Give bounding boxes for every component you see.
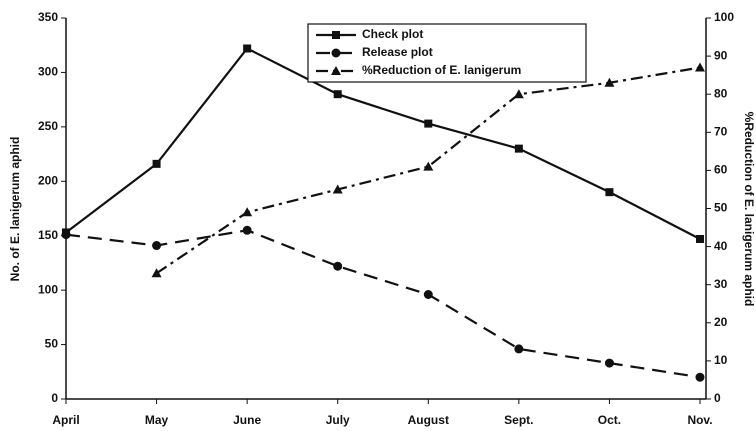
marker xyxy=(605,188,614,197)
x-tick-label: May xyxy=(145,413,169,427)
y-tick-label: 350 xyxy=(38,10,58,24)
y-tick-label: 0 xyxy=(51,391,58,405)
marker xyxy=(604,358,614,368)
marker xyxy=(331,66,341,75)
x-tick-label: Sept. xyxy=(504,413,533,427)
y2-tick-label: 50 xyxy=(714,201,728,215)
marker xyxy=(152,241,162,251)
marker xyxy=(61,230,71,240)
y2-tick-label: 100 xyxy=(714,10,734,24)
y2-axis-label: %Reduction of E. lanigerum aphid xyxy=(742,112,756,307)
marker xyxy=(514,144,523,153)
y-tick-label: 200 xyxy=(38,173,58,187)
marker xyxy=(331,48,341,58)
y2-tick-label: 80 xyxy=(714,86,728,100)
y2-tick-label: 0 xyxy=(714,391,721,405)
y2-tick-label: 90 xyxy=(714,48,728,62)
y2-tick-label: 60 xyxy=(714,163,728,177)
marker xyxy=(424,119,433,128)
y2-tick-label: 10 xyxy=(714,353,728,367)
marker xyxy=(696,234,704,243)
legend-label: %Reduction of E. lanigerum xyxy=(362,63,521,77)
y2-tick-label: 40 xyxy=(714,239,728,253)
x-tick-label: August xyxy=(408,413,449,427)
legend: Check plot Release plot %Reduction of E. l… xyxy=(307,23,587,83)
y2-tick-label: 20 xyxy=(714,315,728,329)
x-tick-label: Oct. xyxy=(598,413,621,427)
marker xyxy=(243,44,252,53)
x-tick-label: July xyxy=(326,413,350,427)
marker xyxy=(333,261,343,271)
marker xyxy=(333,90,342,99)
y-tick-label: 300 xyxy=(38,65,58,79)
y-tick-label: 250 xyxy=(38,119,58,133)
marker xyxy=(242,225,252,235)
marker xyxy=(423,289,433,299)
y-tick-label: 50 xyxy=(45,337,59,351)
marker xyxy=(514,344,524,354)
marker xyxy=(332,31,340,39)
marker xyxy=(695,372,705,382)
series-line xyxy=(65,229,701,379)
legend-label: Release plot xyxy=(362,45,433,59)
x-tick-label: Nov. xyxy=(687,413,712,427)
y2-tick-label: 70 xyxy=(714,124,728,138)
y-tick-label: 150 xyxy=(38,228,58,242)
x-tick-label: April xyxy=(52,413,79,427)
legend-box xyxy=(307,23,587,83)
legend-label: Check plot xyxy=(362,27,423,41)
marker xyxy=(332,184,343,194)
y-tick-label: 100 xyxy=(38,282,58,296)
x-tick-label: June xyxy=(233,413,261,427)
marker xyxy=(152,159,161,168)
series-line xyxy=(65,47,701,240)
marker xyxy=(604,77,615,87)
marker xyxy=(423,161,434,171)
marker xyxy=(513,89,524,99)
marker xyxy=(242,207,253,217)
y-axis-label: No. of E. lanigerum aphid xyxy=(8,137,22,282)
marker xyxy=(151,268,162,278)
y2-tick-label: 30 xyxy=(714,277,728,291)
marker xyxy=(695,62,705,72)
